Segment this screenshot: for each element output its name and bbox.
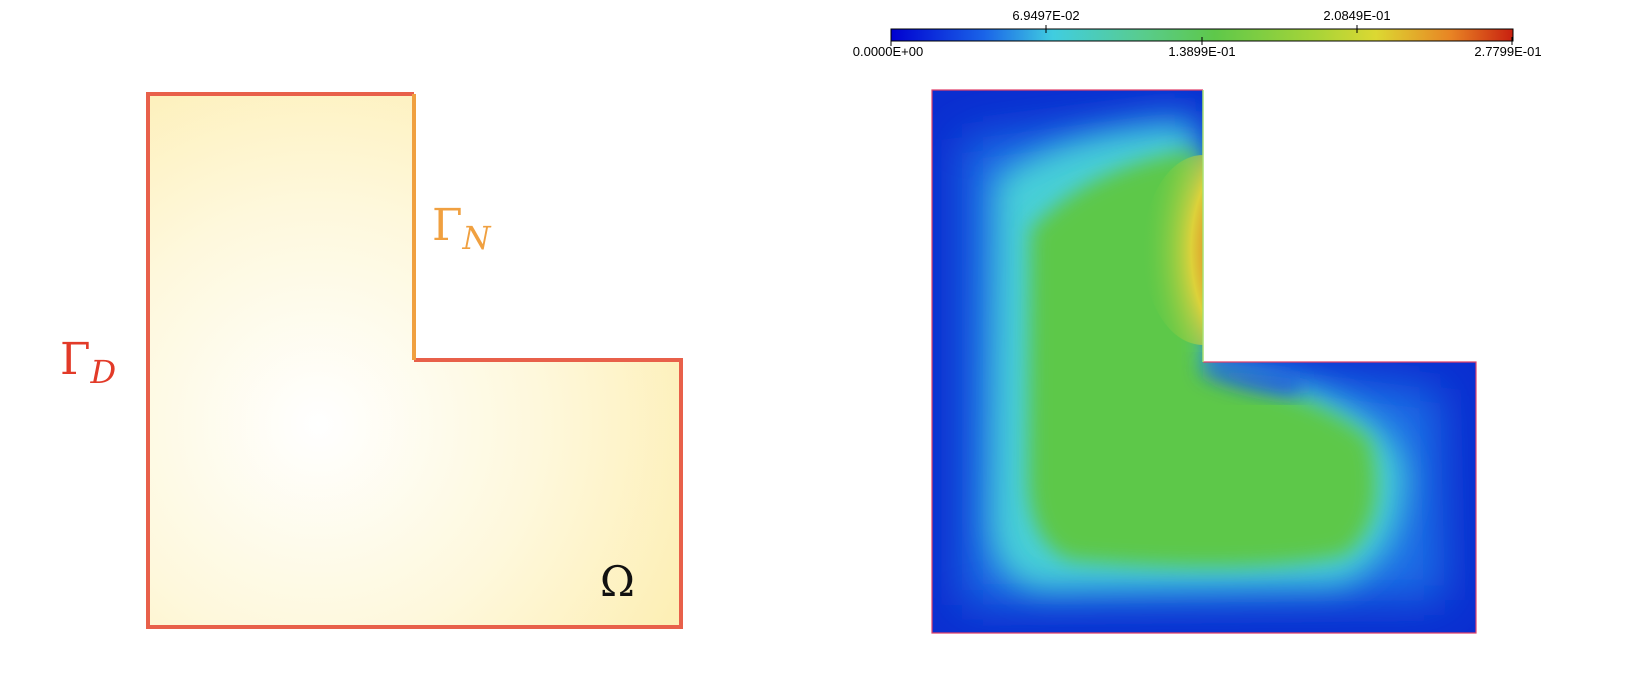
colorbar-tick-bottom-3: 2.7799E-01 xyxy=(1474,44,1541,59)
neumann-label: ΓN xyxy=(432,200,492,257)
dirichlet-boundary xyxy=(146,92,683,629)
domain-label: Ω xyxy=(600,557,635,606)
field-green-core xyxy=(1028,150,1377,567)
colorbar-ticks xyxy=(890,25,1513,46)
dirichlet-label: ΓD xyxy=(60,334,116,391)
field-outline xyxy=(931,89,1477,634)
colorbar: 6.9497E-02 2.0849E-01 0.0000E+00 1.3899E… xyxy=(853,8,1542,59)
field-corner-dip xyxy=(1203,362,1300,395)
dirichlet-label-sub: D xyxy=(90,353,117,391)
domain-diagram: ΓN ΓD Ω xyxy=(60,92,683,629)
colorbar-tick-top-2: 2.0849E-01 xyxy=(1323,8,1390,23)
colorbar-tick-top-1: 6.9497E-02 xyxy=(1012,8,1079,23)
colorbar-tick-bottom-1: 0.0000E+00 xyxy=(853,44,923,59)
neumann-label-sub: N xyxy=(462,219,492,257)
colorbar-tick-bottom-2: 1.3899E-01 xyxy=(1168,44,1235,59)
